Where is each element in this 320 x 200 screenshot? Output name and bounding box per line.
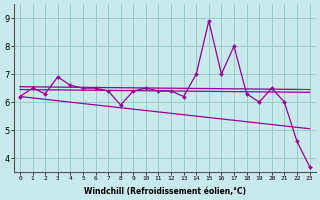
X-axis label: Windchill (Refroidissement éolien,°C): Windchill (Refroidissement éolien,°C) xyxy=(84,187,246,196)
